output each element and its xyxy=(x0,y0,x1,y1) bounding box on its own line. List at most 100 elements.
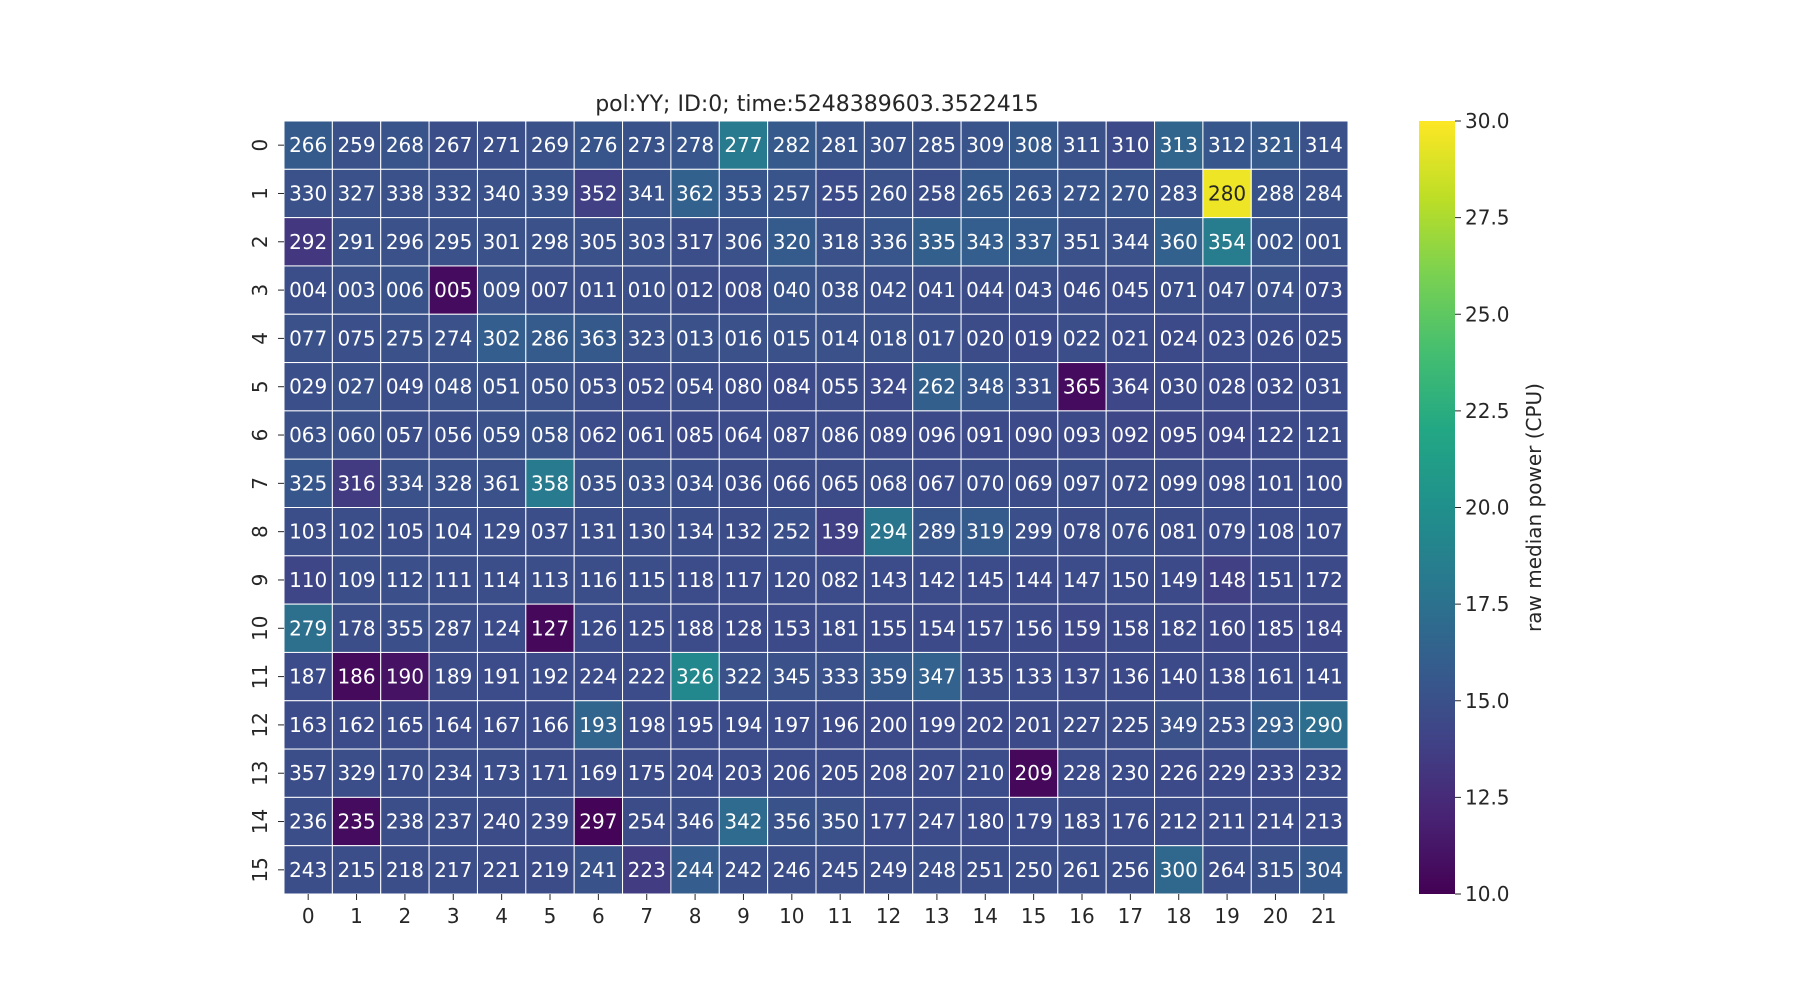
heatmap-cell xyxy=(960,120,1010,170)
heatmap-cell xyxy=(283,120,333,170)
cell-value-label: 339 xyxy=(531,181,569,205)
cell-value-label: 079 xyxy=(1208,520,1246,544)
cell-value-label: 208 xyxy=(869,761,907,785)
cell-value-label: 147 xyxy=(1063,568,1101,592)
cell-value-label: 100 xyxy=(1305,471,1343,495)
heatmap-cell xyxy=(718,651,769,702)
cell-value-label: 089 xyxy=(869,423,907,447)
heatmap-cell xyxy=(331,700,382,750)
cell-value-label: 129 xyxy=(483,520,521,544)
cell-value-label: 350 xyxy=(821,810,859,834)
heatmap-cell xyxy=(1250,168,1301,219)
cell-value-label: 050 xyxy=(531,375,569,399)
cell-value-label: 361 xyxy=(483,471,521,495)
heatmap-cell xyxy=(670,603,720,653)
cell-value-label: 328 xyxy=(434,471,472,495)
heatmap-cell xyxy=(1299,651,1349,702)
cell-value-label: 176 xyxy=(1111,810,1149,834)
cell-value-label: 043 xyxy=(1015,278,1053,302)
cell-value-label: 058 xyxy=(531,423,569,447)
colorbar-tick-label: 20.0 xyxy=(1465,496,1510,520)
cell-value-label: 335 xyxy=(918,230,956,254)
cell-value-label: 255 xyxy=(821,181,859,205)
cell-value-label: 027 xyxy=(337,375,375,399)
heatmap-cell xyxy=(767,603,817,653)
heatmap-cell xyxy=(670,555,720,605)
cell-value-label: 271 xyxy=(483,133,521,157)
cell-value-label: 091 xyxy=(966,423,1004,447)
cell-value-label: 258 xyxy=(918,181,956,205)
heatmap-cell xyxy=(283,410,333,460)
cell-value-label: 246 xyxy=(773,858,811,882)
cell-value-label: 336 xyxy=(869,230,907,254)
heatmap-cell xyxy=(1202,796,1252,847)
cell-value-label: 158 xyxy=(1111,616,1149,640)
cell-value-label: 324 xyxy=(869,375,907,399)
heatmap-cell xyxy=(1202,217,1252,267)
cell-value-label: 218 xyxy=(386,858,424,882)
cell-value-label: 299 xyxy=(1015,520,1053,544)
cell-value-label: 351 xyxy=(1063,230,1101,254)
cell-value-label: 130 xyxy=(628,520,666,544)
x-tick-label: 6 xyxy=(592,904,605,928)
cell-value-label: 263 xyxy=(1015,181,1053,205)
cell-value-label: 242 xyxy=(724,858,762,882)
cell-value-label: 358 xyxy=(531,471,569,495)
cell-value-label: 016 xyxy=(724,326,762,350)
heatmap-cell xyxy=(960,796,1010,847)
heatmap-cell xyxy=(670,796,720,847)
heatmap-cell xyxy=(1250,796,1301,847)
cell-value-label: 327 xyxy=(337,181,375,205)
heatmap-cell xyxy=(380,120,430,170)
cell-value-label: 006 xyxy=(386,278,424,302)
cell-value-label: 333 xyxy=(821,665,859,689)
cell-value-label: 133 xyxy=(1015,665,1053,689)
cell-value-label: 314 xyxy=(1305,133,1343,157)
colorbar-tick-label: 15.0 xyxy=(1465,689,1510,713)
cell-value-label: 086 xyxy=(821,423,859,447)
cell-value-label: 303 xyxy=(628,230,666,254)
heatmap-cell xyxy=(1154,507,1204,557)
cell-value-label: 110 xyxy=(289,568,327,592)
cell-value-label: 041 xyxy=(918,278,956,302)
cell-value-label: 342 xyxy=(724,810,762,834)
cell-value-label: 321 xyxy=(1256,133,1294,157)
y-tick-label: 13 xyxy=(248,760,272,785)
heatmap-cell xyxy=(476,603,527,653)
heatmap-cell xyxy=(815,603,865,653)
heatmap-cell xyxy=(1299,458,1349,508)
heatmap-cell xyxy=(331,555,382,605)
cell-value-label: 126 xyxy=(579,616,617,640)
heatmap-cell xyxy=(1250,217,1301,267)
cell-value-label: 160 xyxy=(1208,616,1246,640)
heatmap-cell xyxy=(718,507,769,557)
heatmap-cell xyxy=(815,458,865,508)
heatmap-cell xyxy=(1154,700,1204,750)
x-tick-label: 7 xyxy=(640,904,653,928)
cell-value-label: 267 xyxy=(434,133,472,157)
heatmap-cell xyxy=(1154,651,1204,702)
heatmap-cell xyxy=(573,603,624,653)
y-tick-label: 14 xyxy=(248,809,272,834)
heatmap-cell xyxy=(912,555,962,605)
heatmap-cell xyxy=(1105,603,1156,653)
heatmap-cell xyxy=(960,217,1010,267)
cell-value-label: 029 xyxy=(289,375,327,399)
cell-value-label: 362 xyxy=(676,181,714,205)
cell-value-label: 124 xyxy=(483,616,521,640)
cell-value-label: 092 xyxy=(1111,423,1149,447)
heatmap-cell xyxy=(1299,748,1349,798)
heatmap-cell xyxy=(863,507,914,557)
cell-value-label: 036 xyxy=(724,471,762,495)
heatmap-cell xyxy=(331,748,382,798)
heatmap-cell xyxy=(815,265,865,315)
heatmap-cell xyxy=(476,410,527,460)
cell-value-label: 012 xyxy=(676,278,714,302)
heatmap-cell xyxy=(1057,555,1107,605)
heatmap-cell xyxy=(1008,168,1059,219)
heatmap-cell xyxy=(1299,265,1349,315)
heatmap-cell xyxy=(476,845,527,895)
heatmap-cell xyxy=(1008,410,1059,460)
y-tick-label: 2 xyxy=(248,235,272,248)
cell-value-label: 189 xyxy=(434,665,472,689)
